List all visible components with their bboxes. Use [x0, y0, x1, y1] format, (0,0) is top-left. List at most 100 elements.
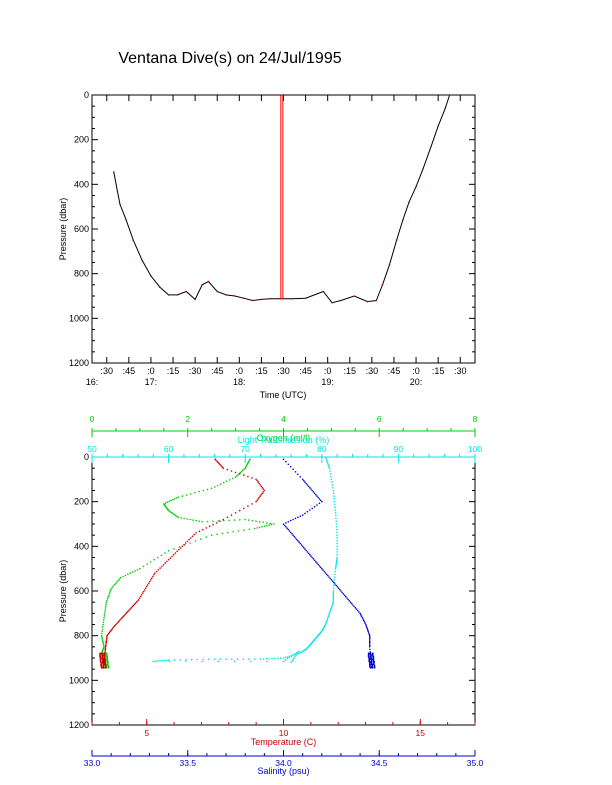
profile-point: [336, 537, 338, 539]
profile-point: [164, 552, 166, 554]
profile-point: [243, 529, 245, 531]
profile-point: [321, 500, 323, 503]
profile-point: [288, 656, 291, 659]
profile-point: [102, 623, 104, 626]
axis-tick-label: 10: [279, 728, 289, 738]
profile-point: [183, 517, 185, 520]
profile-point: [230, 514, 233, 516]
profile-bottom-point: [101, 654, 104, 657]
profile-point: [330, 579, 333, 581]
profile-point: [347, 598, 349, 601]
profile-point: [153, 558, 155, 561]
profile-point: [129, 572, 132, 574]
profile-point: [231, 658, 233, 660]
profile-point: [328, 613, 330, 616]
profile-point: [165, 659, 168, 662]
bottom-y-tick-label: 1200: [69, 720, 89, 730]
profile-point: [107, 633, 109, 636]
profile-point: [120, 618, 122, 620]
profile-point: [332, 486, 334, 489]
profile-point: [279, 657, 282, 659]
profile-point: [323, 570, 326, 573]
profile-point: [322, 569, 324, 571]
profile-point: [213, 658, 216, 660]
profile-point: [198, 520, 200, 522]
profile-bottom-point: [103, 655, 106, 658]
profile-point: [292, 654, 294, 656]
profile-point: [289, 531, 292, 534]
top-series-point: [207, 280, 210, 283]
top-series-point: [234, 295, 236, 297]
profile-point: [108, 631, 111, 634]
profile-point: [110, 588, 112, 590]
profile-point: [261, 492, 264, 495]
profile-point: [368, 643, 371, 645]
profile-point: [139, 567, 141, 570]
profile-bottom-point: [368, 663, 371, 666]
top-series-point: [408, 201, 410, 203]
profile-point: [102, 643, 105, 645]
profile-point: [368, 637, 371, 640]
profile-point: [327, 463, 329, 465]
profile-point: [169, 557, 172, 559]
axis-name: Oxygen (ml/l): [257, 433, 311, 443]
profile-point: [305, 549, 308, 552]
profile-point: [104, 647, 107, 649]
profile-point: [171, 512, 173, 514]
profile-point: [328, 612, 331, 615]
page-title: Ventana Dive(s) on 24/Jul/1995: [118, 50, 342, 67]
profile-point: [369, 648, 371, 651]
profile-point: [183, 543, 185, 546]
profile-point: [291, 533, 293, 535]
profile-bottom-point: [106, 658, 109, 661]
top-hour-label: 18:: [233, 377, 246, 387]
profile-point: [318, 498, 321, 500]
profile-point: [217, 461, 219, 464]
profile-point: [123, 614, 125, 617]
top-series-point: [388, 263, 391, 266]
profile-point: [325, 622, 327, 624]
profile-point: [105, 637, 108, 640]
profile-point: [368, 641, 371, 644]
profile-point: [334, 573, 336, 576]
top-series-point: [395, 239, 398, 241]
profile-point: [284, 659, 287, 661]
profile-point: [126, 611, 128, 613]
top-series-point: [340, 299, 342, 302]
profile-bottom-point: [372, 657, 375, 660]
profile-point: [167, 558, 170, 561]
profile-point: [336, 540, 338, 542]
profile-point: [101, 639, 104, 641]
profile-bottom-point: [102, 665, 105, 667]
axis-tick-label: 33.5: [179, 758, 196, 768]
profile-point: [259, 484, 262, 486]
top-series-point: [444, 107, 447, 110]
profile-point: [220, 465, 223, 467]
profile-point: [358, 611, 360, 613]
profile-point: [335, 514, 337, 517]
profile-point: [136, 600, 139, 602]
top-series-point: [260, 298, 263, 301]
top-x-tick-label: :30: [189, 366, 202, 376]
profile-point: [167, 659, 170, 661]
profile-point: [162, 564, 165, 566]
profile-point: [151, 577, 153, 579]
top-series-point: [113, 171, 115, 173]
profile-point: [124, 613, 126, 616]
profile-point: [153, 574, 155, 576]
profile-point: [206, 520, 209, 523]
top-series-point: [353, 295, 356, 297]
profile-point: [329, 609, 332, 612]
profile-point: [335, 526, 338, 528]
profile-point: [369, 651, 372, 653]
profile-point: [265, 658, 268, 660]
axis-tick-label: 34.0: [275, 758, 292, 768]
top-series-point: [415, 185, 417, 188]
time-pressure-chart: 0 200 400 600 800 1000 1200 :30:45:0:15:30:45:…: [58, 90, 476, 400]
bottom-y-tick-label: 400: [74, 541, 89, 551]
profile-point: [286, 527, 288, 529]
profile-point: [337, 587, 340, 589]
top-x-tick-label: :0: [147, 366, 155, 376]
profile-point: [349, 601, 352, 603]
